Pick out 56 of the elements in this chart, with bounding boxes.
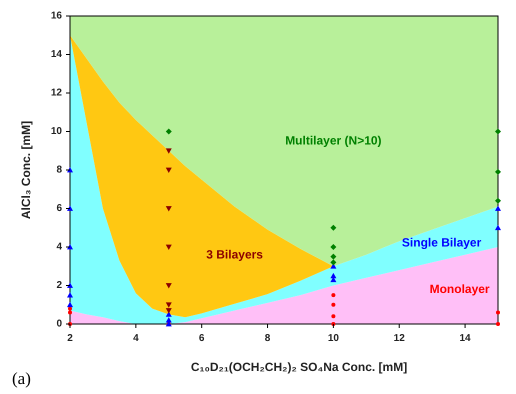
- point: [495, 224, 501, 230]
- y-tick-label: 2: [56, 280, 62, 292]
- point: [67, 292, 73, 298]
- point: [67, 282, 73, 288]
- y-axis-title: AlCl₃ Conc. [mM]: [19, 120, 33, 220]
- point: [495, 206, 501, 211]
- x-tick-label: 8: [264, 333, 271, 344]
- y-tick-label: 8: [56, 164, 62, 176]
- point: [496, 322, 500, 326]
- point: [68, 310, 72, 314]
- point: [496, 310, 500, 314]
- text: (a): [12, 369, 31, 388]
- point: [166, 302, 172, 308]
- point: [67, 167, 73, 172]
- point: [67, 244, 73, 250]
- series-label: Monolayer: [430, 282, 490, 296]
- y-tick-label: 6: [56, 203, 62, 214]
- point: [67, 206, 73, 211]
- point: [495, 168, 501, 175]
- x-tick-label: 12: [394, 333, 406, 344]
- point: [166, 206, 172, 212]
- point: [495, 128, 501, 134]
- point: [331, 322, 336, 326]
- point: [330, 244, 336, 250]
- point: [331, 314, 336, 318]
- series-label: Single Bilayer: [402, 235, 482, 250]
- point: [331, 302, 336, 307]
- point: [331, 293, 336, 298]
- point: [166, 283, 172, 288]
- y-tick-label: 10: [50, 126, 62, 138]
- point: [330, 224, 336, 231]
- series-label: 3 Bilayers: [206, 247, 264, 262]
- y-tick-label: 12: [50, 88, 62, 99]
- point: [166, 148, 172, 154]
- y-tick-label: 16: [50, 10, 62, 22]
- point: [330, 272, 336, 278]
- x-tick-label: 6: [198, 333, 205, 344]
- point: [166, 308, 172, 314]
- y-tick-label: 0: [56, 318, 62, 330]
- point: [495, 198, 501, 204]
- x-tick-label: 2: [67, 333, 74, 344]
- point: [67, 302, 73, 308]
- y-tick-label: 14: [50, 49, 62, 60]
- x-tick-label: 4: [133, 333, 140, 344]
- point: [166, 317, 172, 323]
- x-tick-label: 10: [328, 333, 340, 344]
- y-tick-label: 4: [56, 242, 62, 253]
- point: [166, 244, 172, 250]
- series-label: Multilayer (N>10): [285, 133, 382, 148]
- point: [330, 259, 336, 266]
- point: [166, 168, 172, 173]
- point: [68, 306, 72, 311]
- x-tick-label: 14: [460, 333, 472, 344]
- point: [330, 254, 336, 260]
- point: [166, 128, 172, 134]
- x-axis-title: C₁₀D₂₁(OCH₂CH₂)₂ SO₄Na Conc. [mM]: [190, 360, 408, 374]
